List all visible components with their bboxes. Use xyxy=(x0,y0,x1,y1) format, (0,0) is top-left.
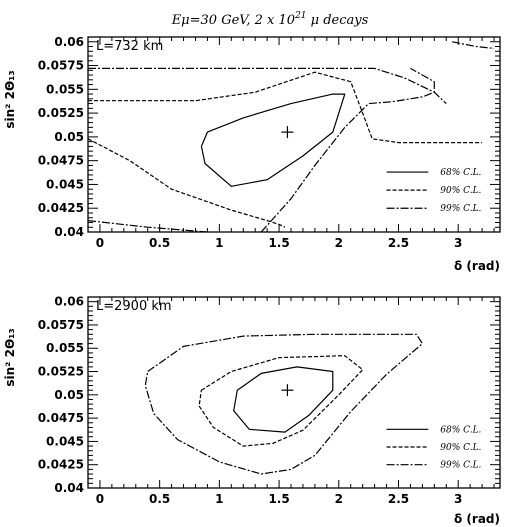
contour-99cl xyxy=(88,220,208,232)
contour-99cl xyxy=(144,333,423,475)
y-tick-label: 0.04 xyxy=(54,481,84,495)
y-tick-label: 0.0525 xyxy=(38,106,84,120)
y-tick-label: 0.05 xyxy=(54,130,84,144)
x-tick-label: 1.5 xyxy=(268,236,289,250)
contour-68cl xyxy=(233,366,334,433)
x-tick-label: 2 xyxy=(335,236,343,250)
y-tick-label: 0.0575 xyxy=(38,59,84,73)
y-tick-label: 0.055 xyxy=(46,341,84,355)
y-tick-label: 0.04 xyxy=(54,225,84,239)
y-tick-label: 0.0575 xyxy=(38,318,84,332)
y-tick-label: 0.0475 xyxy=(38,411,84,425)
panel-label: L=2900 km xyxy=(96,299,172,314)
contours xyxy=(144,333,423,475)
y-tick-label: 0.045 xyxy=(46,434,84,448)
panel-label: L=732 km xyxy=(96,39,163,54)
best-fit-marker xyxy=(281,384,294,397)
y-tick-label: 0.045 xyxy=(46,177,84,191)
figure-title: Eμ=30 GeV, 2 x 1021 μ decays xyxy=(171,11,369,28)
y-tick-label: 0.0475 xyxy=(38,154,84,168)
plot-frame xyxy=(87,36,501,233)
y-tick-label: 0.0425 xyxy=(38,201,84,215)
contour-99cl xyxy=(260,67,435,232)
contours xyxy=(88,41,495,232)
y-axis-label: sin² 2Θ₁₃ xyxy=(3,70,17,128)
x-tick-label: 0 xyxy=(96,492,104,506)
y-tick-label: 0.06 xyxy=(54,295,84,309)
x-tick-label: 3 xyxy=(454,236,462,250)
best-fit-marker xyxy=(281,126,294,139)
x-tick-label: 0.5 xyxy=(149,492,170,506)
x-tick-label: 1.5 xyxy=(268,492,289,506)
y-tick-label: 0.05 xyxy=(54,388,84,402)
contour-99cl xyxy=(88,67,447,105)
x-tick-label: 3 xyxy=(454,492,462,506)
plot-frame xyxy=(87,296,501,489)
legend-label: 68% C.L. xyxy=(440,425,481,435)
x-tick-label: 1 xyxy=(215,492,223,506)
legend-label: 99% C.L. xyxy=(440,461,481,471)
contour-90cl xyxy=(198,355,364,447)
contour-99cl xyxy=(452,41,495,49)
x-axis-label: δ (rad) xyxy=(454,259,500,273)
legend-label: 90% C.L. xyxy=(440,443,481,453)
legend-label: 90% C.L. xyxy=(440,186,481,196)
y-tick-label: 0.055 xyxy=(46,82,84,96)
x-tick-label: 2 xyxy=(335,492,343,506)
x-tick-label: 2.5 xyxy=(388,492,409,506)
y-tick-label: 0.0425 xyxy=(38,458,84,472)
contour-90cl xyxy=(88,71,483,144)
x-tick-label: 0 xyxy=(96,236,104,250)
contour-68cl xyxy=(200,93,346,187)
y-tick-label: 0.06 xyxy=(54,35,84,49)
panel-bottom: 0 0.5 1 1.5 2 2.5 3 0.06 0.0575 0.055 0.0525 0.05 0.… xyxy=(3,295,501,526)
x-axis-label: δ (rad) xyxy=(454,512,500,526)
legend-label: 99% C.L. xyxy=(440,204,481,214)
x-tick-label: 1 xyxy=(215,236,223,250)
contour-90cl xyxy=(88,138,286,228)
y-axis-label: sin² 2Θ₁₃ xyxy=(3,328,17,386)
panel-top: 0 0.5 1 1.5 2 2.5 3 0.06 0.0575 0.055 0.0525 0.05 0.… xyxy=(3,35,501,273)
y-tick-label: 0.0525 xyxy=(38,365,84,379)
x-tick-label: 0.5 xyxy=(149,236,170,250)
legend-label: 68% C.L. xyxy=(440,168,481,178)
x-tick-label: 2.5 xyxy=(388,236,409,250)
